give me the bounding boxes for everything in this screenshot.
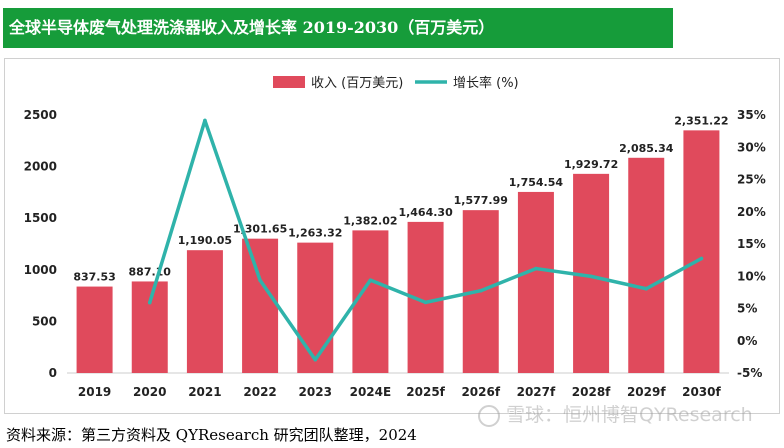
growth-rate-point (203, 118, 207, 123)
bar (683, 130, 720, 373)
growth-rate-point (699, 256, 704, 261)
bar-data-label: 1,190.05 (178, 234, 232, 247)
y-left-tick-label: 0 (49, 366, 57, 380)
bar-data-label: 1,301.65 (233, 223, 287, 236)
growth-rate-point (423, 300, 428, 305)
bar (297, 242, 334, 373)
bar-data-label: 2,351.22 (674, 114, 728, 127)
x-tick-label: 2021 (188, 385, 221, 399)
growth-rate-point (258, 278, 262, 283)
x-tick-label: 2023 (299, 385, 332, 399)
snowball-logo-icon (478, 404, 500, 427)
y-right-tick-label: 25% (737, 173, 766, 187)
x-tick-label: 2030f (682, 385, 721, 399)
bar-data-label: 2,085.34 (619, 142, 674, 155)
y-right-tick-label: 15% (737, 237, 766, 251)
bar-data-label: 1,263.32 (288, 227, 342, 240)
growth-rate-point (368, 278, 373, 282)
growth-rate-point (644, 286, 649, 291)
growth-rate-point (478, 288, 483, 293)
bar-data-label: 1,577.99 (454, 194, 508, 207)
bar-data-label: 1,382.02 (343, 214, 397, 227)
y-left-tick-label: 500 (32, 314, 57, 328)
bar-data-label: 1,464.30 (398, 206, 453, 219)
watermark: 雪球：恒州博智QYResearch (478, 400, 753, 427)
bar (628, 157, 665, 373)
y-left-tick-label: 1000 (24, 263, 57, 277)
chart-title: 全球半导体废气处理洗涤器收入及增长率 2019-2030（百万美元） (3, 8, 673, 48)
bar (76, 286, 113, 373)
bar-data-label: 1,929.72 (564, 158, 618, 171)
growth-rate-point (147, 300, 152, 305)
bar (517, 191, 554, 373)
bar (186, 250, 223, 373)
x-tick-label: 2025f (406, 385, 445, 399)
x-tick-label: 2022 (243, 385, 276, 399)
source-note: 资料来源：第三方资料及 QYResearch 研究团队整理，2024 (6, 426, 417, 444)
growth-rate-point (313, 357, 318, 362)
growth-rate-point (534, 266, 538, 271)
x-tick-label: 2026f (461, 385, 500, 399)
bar (242, 238, 279, 373)
x-tick-label: 2024E (350, 385, 392, 399)
y-left-tick-label: 2000 (24, 160, 57, 174)
y-right-tick-label: 10% (737, 269, 766, 283)
chart-panel: 0 500 1000 1500 2000 2500 -5% 0% 5% 10% 15% 20% 25% 3… (4, 58, 780, 414)
watermark-text: 雪球：恒州博智QYResearch (506, 404, 753, 426)
y-right-tick-label: 0% (737, 334, 757, 348)
legend-line-label: 增长率 (%) (453, 75, 519, 91)
x-tick-label: 2027f (517, 385, 556, 399)
legend-bar-label: 收入 (百万美元) (311, 76, 403, 91)
y-left-tick-label: 2500 (24, 108, 57, 122)
bar-data-label: 1,754.54 (509, 176, 564, 189)
y-right-tick-label: 20% (737, 205, 766, 219)
x-tick-label: 2028f (572, 385, 611, 399)
bar-data-label: 887.10 (129, 265, 172, 278)
x-tick-label: 2020 (133, 385, 166, 399)
bar-data-label: 837.53 (73, 271, 115, 284)
y-right-tick-label: -5% (737, 366, 762, 380)
y-left-tick-label: 1500 (24, 211, 57, 225)
bar (131, 281, 168, 373)
y-right-tick-label: 30% (737, 140, 766, 154)
y-right-tick-label: 35% (737, 108, 766, 122)
y-right-tick-label: 5% (737, 302, 757, 316)
x-tick-label: 2029f (627, 385, 666, 399)
revenue-growth-chart: 0 500 1000 1500 2000 2500 -5% 0% 5% 10% 15% 20% 25% 3… (24, 75, 766, 399)
growth-rate-point (589, 274, 593, 279)
x-tick-label: 2019 (78, 385, 111, 399)
legend-bar-swatch (273, 76, 305, 88)
bar (352, 230, 389, 373)
